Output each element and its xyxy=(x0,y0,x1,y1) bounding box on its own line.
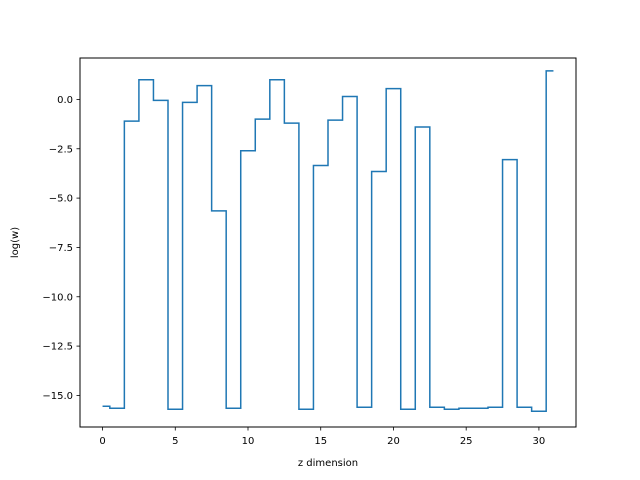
x-tick-label: 20 xyxy=(387,436,400,447)
y-tick-label: −5.0 xyxy=(49,194,73,205)
plot-area xyxy=(102,70,554,412)
series-line xyxy=(102,70,554,412)
y-tick-label: −2.5 xyxy=(49,144,73,155)
y-tick-label: −15.0 xyxy=(42,391,73,402)
x-tick-label: 25 xyxy=(460,436,473,447)
y-axis-ticks: 0.0 −2.5 −5.0 −7.5 −10.0 −12.5 −15.0 xyxy=(42,95,80,402)
x-tick-label: 30 xyxy=(533,436,546,447)
x-tick-label: 15 xyxy=(314,436,327,447)
x-axis-ticks: 0 5 10 15 20 25 30 xyxy=(99,427,545,447)
x-tick-label: 10 xyxy=(242,436,255,447)
axes-frame xyxy=(79,57,577,428)
y-tick-label: −10.0 xyxy=(42,292,73,303)
y-axis-label: log(w) xyxy=(10,227,21,258)
y-tick-label: −7.5 xyxy=(49,243,73,254)
y-tick-label: 0.0 xyxy=(57,95,73,106)
x-axis-label: z dimension xyxy=(298,458,358,469)
y-tick-label: −12.5 xyxy=(42,342,73,353)
x-tick-label: 0 xyxy=(99,436,105,447)
x-tick-label: 5 xyxy=(172,436,178,447)
